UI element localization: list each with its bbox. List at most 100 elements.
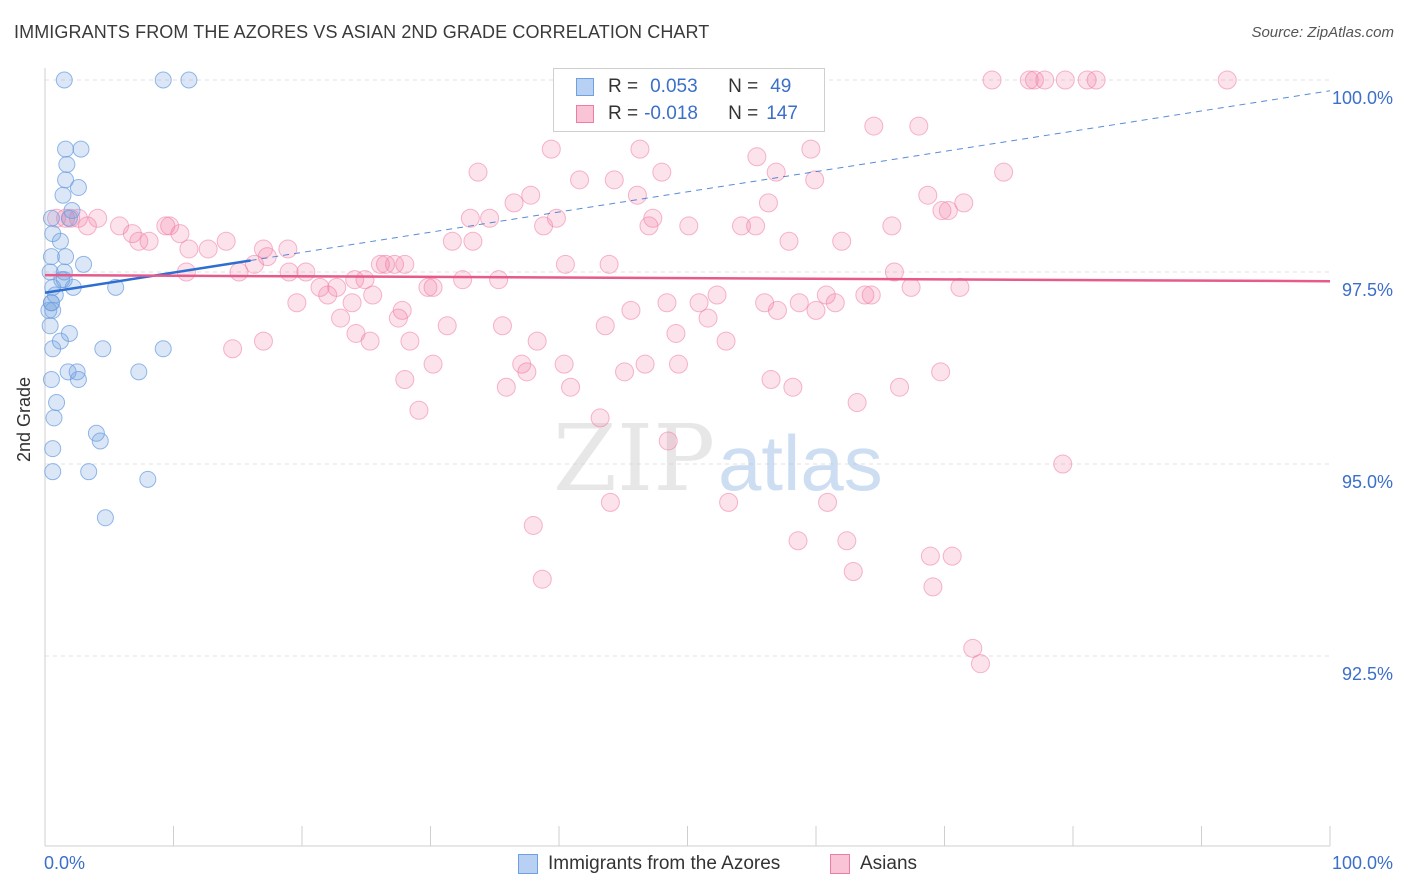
asians-point <box>923 577 943 597</box>
asians-point <box>746 216 766 236</box>
grid-lines <box>45 79 1330 657</box>
asians-point <box>698 308 718 328</box>
asians-point <box>954 193 974 213</box>
asians-point <box>707 285 727 305</box>
asians-point <box>1053 454 1073 474</box>
watermark-atlas: atlas <box>718 419 883 507</box>
asians-point <box>590 408 610 428</box>
asians-point <box>847 393 867 413</box>
legend-n-value: 49 <box>770 76 792 97</box>
asians-point <box>1217 70 1237 90</box>
legend-row-asians: R = -0.018 N = 147 <box>576 102 798 126</box>
asians-point <box>1055 70 1075 90</box>
asians-point <box>604 170 624 190</box>
azores-point <box>72 140 90 158</box>
asians-point <box>1035 70 1055 90</box>
azores-point <box>91 432 109 450</box>
asians-point <box>1019 70 1039 90</box>
asians-point <box>783 377 803 397</box>
bottom-legend-label-azores: Immigrants from the Azores <box>548 853 781 874</box>
asians-point <box>864 116 884 136</box>
asians-point <box>652 162 672 182</box>
asians-point <box>453 270 473 290</box>
asians-point <box>942 546 962 566</box>
asians-point <box>423 354 443 374</box>
asians-point <box>496 377 516 397</box>
legend-n-label: N = <box>728 103 759 124</box>
asians-point <box>806 300 826 320</box>
asians-point <box>489 270 509 290</box>
azores-point <box>42 371 60 389</box>
asians-point <box>747 147 767 167</box>
asians-point <box>994 162 1014 182</box>
asians-point <box>355 270 375 290</box>
asians-point <box>855 285 875 305</box>
asians-point <box>223 339 243 359</box>
azores-point <box>80 463 98 481</box>
asians-point <box>767 300 787 320</box>
asians-point <box>160 216 180 236</box>
asians-point <box>789 293 809 313</box>
legend-swatch-pink <box>576 105 594 123</box>
asians-point <box>635 354 655 374</box>
asians-point <box>982 70 1002 90</box>
bottom-legend-swatch-blue <box>518 854 538 874</box>
azores-point <box>75 255 93 273</box>
asians-point <box>615 362 635 382</box>
asians-point <box>532 569 552 589</box>
asians-point <box>296 262 316 282</box>
asians-point <box>122 224 142 244</box>
asians-point <box>492 316 512 336</box>
asians-point <box>666 323 686 343</box>
asians-point <box>832 231 852 251</box>
azores-point <box>55 71 73 89</box>
bottom-legend-label-asians: Asians <box>860 853 918 874</box>
azores-point <box>69 371 87 389</box>
y-tick-label: 92.5% <box>1342 664 1393 684</box>
asians-point <box>527 331 547 351</box>
asians-point <box>963 638 983 658</box>
asians-point <box>669 354 689 374</box>
y-tick-label: 100.0% <box>1332 88 1393 108</box>
asians-point <box>216 231 236 251</box>
asians-point <box>890 377 910 397</box>
chart-source: Source: ZipAtlas.com <box>1251 24 1394 41</box>
asians-point <box>909 116 929 136</box>
asians-point <box>818 492 838 512</box>
asians-point <box>805 170 825 190</box>
asians-point <box>658 431 678 451</box>
axes <box>44 68 1331 847</box>
asians-point <box>595 316 615 336</box>
asians-point <box>278 239 298 259</box>
y-tick-label: 95.0% <box>1342 472 1393 492</box>
legend-n-value: 147 <box>766 103 798 124</box>
legend-row-azores: R = 0.053 N = 49 <box>576 75 791 99</box>
asians-point <box>837 531 857 551</box>
asians-point <box>950 277 970 297</box>
asians-point <box>395 370 415 390</box>
azores-point <box>40 301 58 319</box>
asians-point <box>599 254 619 274</box>
asians-point <box>546 208 566 228</box>
watermark: ZIP atlas <box>553 405 883 512</box>
azores-point <box>180 71 198 89</box>
asians-point <box>342 293 362 313</box>
legend-r-label: R = <box>608 103 639 124</box>
asians-point <box>327 277 347 297</box>
asians-point <box>179 239 199 259</box>
azores-point <box>96 509 114 527</box>
asians-point <box>719 492 739 512</box>
asians-point <box>766 162 786 182</box>
azores-point <box>54 186 72 204</box>
asians-point <box>938 201 958 221</box>
asians-point <box>521 185 541 205</box>
asians-point <box>801 139 821 159</box>
asians-point <box>463 231 483 251</box>
legend-r-value: -0.018 <box>644 103 698 124</box>
asians-point <box>657 293 677 313</box>
azores-point <box>63 202 81 220</box>
asians-point <box>758 193 778 213</box>
azores-point <box>44 463 62 481</box>
trend-lines <box>44 90 1331 294</box>
azores-point <box>57 140 75 158</box>
